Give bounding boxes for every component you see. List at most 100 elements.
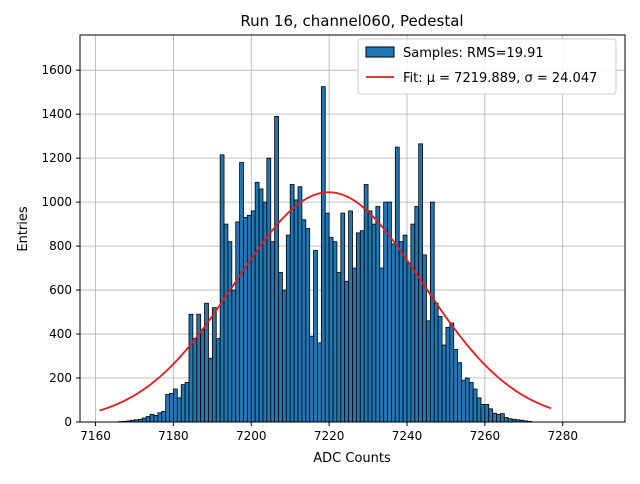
histogram-bar [240, 163, 244, 422]
histogram-bar [434, 303, 438, 422]
histogram-bar [415, 207, 419, 422]
histogram-bar [236, 222, 240, 422]
histogram-bar [391, 244, 395, 422]
histogram-bar [337, 272, 341, 422]
y-tick-label: 1000 [41, 195, 72, 209]
histogram-bar [244, 218, 248, 422]
histogram-bar [321, 87, 325, 422]
histogram-bar [364, 185, 368, 422]
x-tick-label: 7240 [392, 429, 423, 443]
x-axis-label: ADC Counts [313, 451, 391, 466]
histogram-bar [458, 363, 462, 422]
histogram-bar [473, 389, 477, 422]
histogram-bar [325, 213, 329, 422]
histogram-bar [298, 187, 302, 422]
histogram-bar [399, 242, 403, 422]
histogram-bar [201, 330, 205, 422]
histogram-bar [302, 220, 306, 422]
histogram-bar [442, 345, 446, 422]
y-axis-label: Entries [16, 206, 31, 252]
histogram-bar [462, 380, 466, 422]
histogram-bar [500, 414, 504, 422]
histogram-bar [286, 235, 290, 422]
x-tick-label: 7260 [470, 429, 501, 443]
histogram-bar [275, 116, 279, 422]
histogram-bar [279, 272, 283, 422]
histogram-bar [450, 323, 454, 422]
histogram-bar [247, 215, 251, 422]
histogram-bar [485, 404, 489, 422]
histogram-bar [384, 202, 388, 422]
histogram-bar [282, 290, 286, 422]
histogram-bars [119, 87, 532, 422]
histogram-bar [477, 398, 481, 422]
x-tick-label: 7220 [314, 429, 345, 443]
histogram-bar [469, 382, 473, 422]
histogram-bar [423, 255, 427, 422]
histogram-bar [372, 224, 376, 422]
histogram-bar [294, 200, 298, 422]
histogram-bar [146, 417, 150, 422]
histogram-bar [263, 202, 267, 422]
x-tick-label: 7160 [80, 429, 111, 443]
histogram-bar [353, 268, 357, 422]
y-tick-label: 0 [64, 415, 72, 429]
histogram-bar [368, 211, 372, 422]
histogram-bar [177, 398, 181, 422]
histogram-bar [430, 202, 434, 422]
histogram-bar [341, 213, 345, 422]
histogram-bar [395, 147, 399, 422]
histogram-bar [438, 316, 442, 422]
histogram-bar [185, 382, 189, 422]
histogram-bar [329, 237, 333, 422]
histogram-bar [360, 231, 364, 422]
histogram-bar [189, 314, 193, 422]
histogram-bar [407, 264, 411, 422]
histogram-bar [345, 281, 349, 422]
histogram-bar [380, 268, 384, 422]
y-tick-label: 400 [49, 327, 72, 341]
chart-title: Run 16, channel060, Pedestal [240, 12, 463, 30]
histogram-bar [216, 338, 220, 422]
y-tick-label: 1200 [41, 151, 72, 165]
histogram-bar [489, 409, 493, 422]
histogram-bar [426, 321, 430, 422]
histogram-bar [271, 242, 275, 422]
x-tick-label: 7200 [236, 429, 267, 443]
histogram-bar [504, 418, 508, 422]
histogram-bar [306, 229, 310, 423]
histogram-bar [356, 233, 360, 422]
histogram-bar [481, 404, 485, 422]
histogram-bar [162, 411, 166, 422]
histogram-bar [454, 349, 458, 422]
histogram-bar [251, 211, 255, 422]
legend: Samples: RMS=19.91 Fit: μ = 7219.889, σ … [358, 39, 616, 94]
legend-label-samples: Samples: RMS=19.91 [403, 46, 544, 61]
histogram-bar [497, 414, 501, 422]
histogram-bar [224, 224, 228, 422]
y-tick-label: 1600 [41, 63, 72, 77]
histogram-bar [376, 207, 380, 422]
histogram-bar [232, 290, 236, 422]
histogram-bar [142, 418, 146, 422]
histogram-bar [267, 158, 271, 422]
y-tick-label: 1400 [41, 107, 72, 121]
histogram-bar [166, 395, 170, 422]
x-tick-label: 7280 [547, 429, 578, 443]
histogram-bar [403, 235, 407, 422]
histogram-bar [259, 189, 263, 422]
x-tick-label: 7180 [158, 429, 189, 443]
histogram-bar [349, 211, 353, 422]
y-tick-label: 600 [49, 283, 72, 297]
histogram-bar [317, 343, 321, 422]
y-tick-label: 200 [49, 371, 72, 385]
histogram-bar [208, 358, 212, 422]
legend-label-fit: Fit: μ = 7219.889, σ = 24.047 [403, 71, 597, 86]
histogram-bar [255, 182, 259, 422]
histogram-bar [465, 378, 469, 422]
histogram-bar [181, 385, 185, 422]
histogram-bar [446, 327, 450, 422]
histogram-bar [158, 413, 162, 422]
